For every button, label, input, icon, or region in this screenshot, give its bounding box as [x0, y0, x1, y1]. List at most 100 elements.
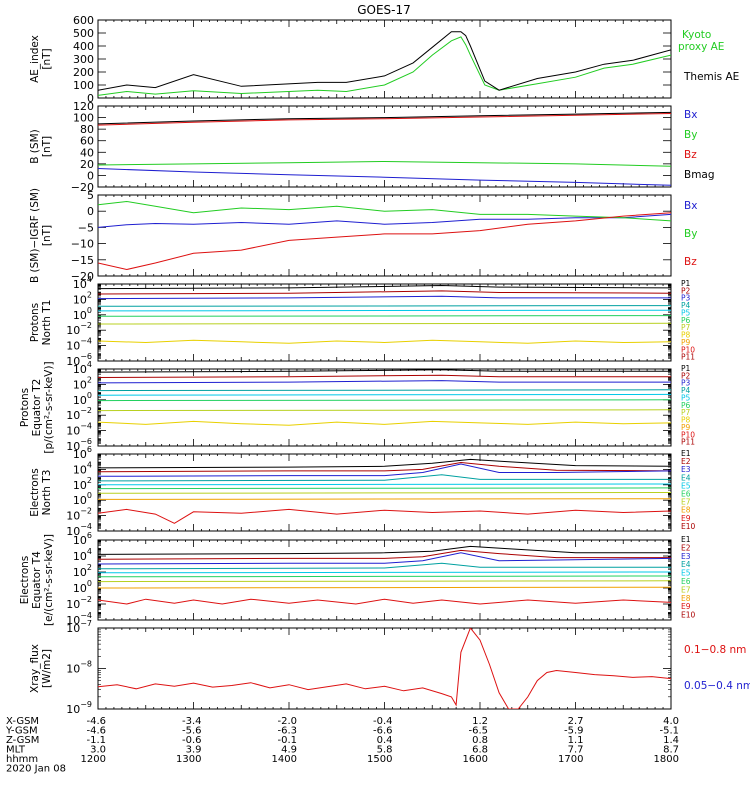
- series-group: [98, 458, 671, 524]
- legend-entry: By: [684, 129, 697, 141]
- legend-entry: E4: [681, 473, 691, 482]
- orbit-row-label: hhmm: [6, 754, 38, 765]
- series-p2: [98, 374, 671, 378]
- series-group: [98, 200, 671, 271]
- y-axis-label: [W/m2]: [41, 649, 53, 688]
- series-p3: [98, 380, 671, 384]
- legend-entry: E3: [681, 465, 691, 474]
- legend-entry: Bz: [684, 149, 697, 161]
- series-by: [98, 160, 671, 167]
- series-p2: [98, 290, 671, 295]
- legend-entry: E5: [681, 569, 691, 578]
- legend-entry: E2: [681, 457, 691, 466]
- y-tick-label: 106: [73, 531, 92, 547]
- legend-entry: E6: [681, 490, 691, 499]
- series-e1: [98, 545, 671, 555]
- panel-frame: [97, 19, 672, 99]
- y-tick-label: 102: [73, 476, 92, 492]
- orbit-value: 1700: [558, 754, 583, 765]
- series-e3: [98, 552, 671, 565]
- y-axis-label: Protons: [19, 388, 31, 427]
- orbit-value: 5.8: [377, 745, 393, 756]
- series-p1: [98, 284, 671, 290]
- legend-entry: E7: [681, 498, 691, 507]
- orbit-value: -4.6: [86, 726, 106, 737]
- y-tick-label: 10−9: [66, 700, 92, 716]
- series-bmag: [98, 111, 671, 125]
- legend-entry: P4: [681, 386, 691, 395]
- legend-entry: E8: [681, 594, 691, 603]
- legend-entry: P5: [681, 308, 691, 317]
- orbit-table: X-GSM -4.6 -3.4 -2.0 -0.4 1.2 2.7 4.0Y-GSM -4.6-…: [5, 716, 679, 775]
- y-axis-label: [nT]: [41, 225, 53, 246]
- legend-entry: E9: [681, 602, 691, 611]
- y-tick-label: 80: [80, 123, 94, 136]
- series-bz: [98, 212, 671, 271]
- y-axis-label: Protons: [29, 303, 41, 342]
- y-tick-label: −20: [71, 270, 94, 283]
- legend-entry: E5: [681, 481, 691, 490]
- legend-entry: 0.05−0.4 nm: [684, 680, 750, 692]
- legend-entry: E6: [681, 577, 691, 586]
- panel-frame: [97, 105, 672, 188]
- legend-entry: P7: [681, 323, 691, 332]
- y-tick-label: 10−4: [66, 337, 92, 353]
- y-tick-label: 300: [73, 53, 94, 66]
- series-e7: [98, 580, 671, 583]
- legend-entry: E8: [681, 506, 691, 515]
- date-label: 2020 Jan 08: [6, 764, 66, 775]
- series-bx: [98, 213, 671, 228]
- y-tick-label: 200: [73, 66, 94, 79]
- legend-entry: P3: [681, 379, 691, 388]
- y-tick-label: 102: [73, 290, 92, 306]
- y-axis-label: Electrons: [19, 556, 31, 605]
- orbit-value: -5.9: [564, 726, 584, 737]
- y-tick-label: 100: [73, 579, 92, 595]
- series-p3: [98, 295, 671, 300]
- orbit-value: 1.2: [472, 716, 488, 727]
- y-axis-label: Equator T2: [31, 379, 43, 437]
- y-axis-label: North T3: [41, 470, 53, 516]
- orbit-value: 1600: [463, 754, 488, 765]
- legend-entry: P2: [681, 286, 691, 295]
- y-tick-label: 100: [73, 491, 92, 507]
- series-kyoto-proxy-ae: [98, 36, 671, 96]
- legend-entry: Bx: [684, 109, 697, 121]
- y-axis-label: Electrons: [29, 468, 41, 517]
- series-e5: [98, 483, 671, 486]
- panel-frame: [97, 194, 672, 277]
- y-tick-label: 10−7: [66, 619, 92, 635]
- y-tick-label: 60: [80, 135, 94, 148]
- series-bx: [98, 168, 671, 186]
- series-p4: [98, 389, 671, 392]
- orbit-row-label: X-GSM: [6, 716, 39, 727]
- orbit-value: -5.1: [659, 726, 679, 737]
- legend-entry: E1: [681, 535, 691, 544]
- panel-bdiff: −20 −15 −10 −5 0 5 B (SM)−IGRF (SM) [nT] Bx By Bz: [29, 188, 697, 283]
- legend-kyoto: proxy AE: [678, 41, 724, 53]
- legend-entry: P5: [681, 393, 691, 402]
- legend-entry: P7: [681, 408, 691, 417]
- y-axis-label: [p/(cm²-s-sr-keV)]: [43, 361, 55, 453]
- legend-entry: E3: [681, 552, 691, 561]
- orbit-value: -5.6: [182, 726, 202, 737]
- legend-entry: P1: [681, 279, 691, 288]
- legend-entry: P8: [681, 331, 691, 340]
- series-p8: [98, 339, 671, 344]
- legend-entry: P6: [681, 401, 691, 410]
- y-tick-label: 104: [73, 360, 92, 376]
- legend-entry: E1: [681, 449, 691, 458]
- legend-entry: P11: [681, 438, 695, 447]
- legend-entry: P8: [681, 416, 691, 425]
- legend-entry: P4: [681, 301, 691, 310]
- orbit-value: 1300: [176, 754, 201, 765]
- series-p7: [98, 322, 671, 325]
- legend-entry: P9: [681, 338, 691, 347]
- legend-entry: P11: [681, 353, 695, 362]
- y-axis-label: [e/(cm²-s-sr-keV)]: [43, 534, 55, 626]
- legend-entry: E9: [681, 514, 691, 523]
- orbit-value: -6.5: [468, 726, 488, 737]
